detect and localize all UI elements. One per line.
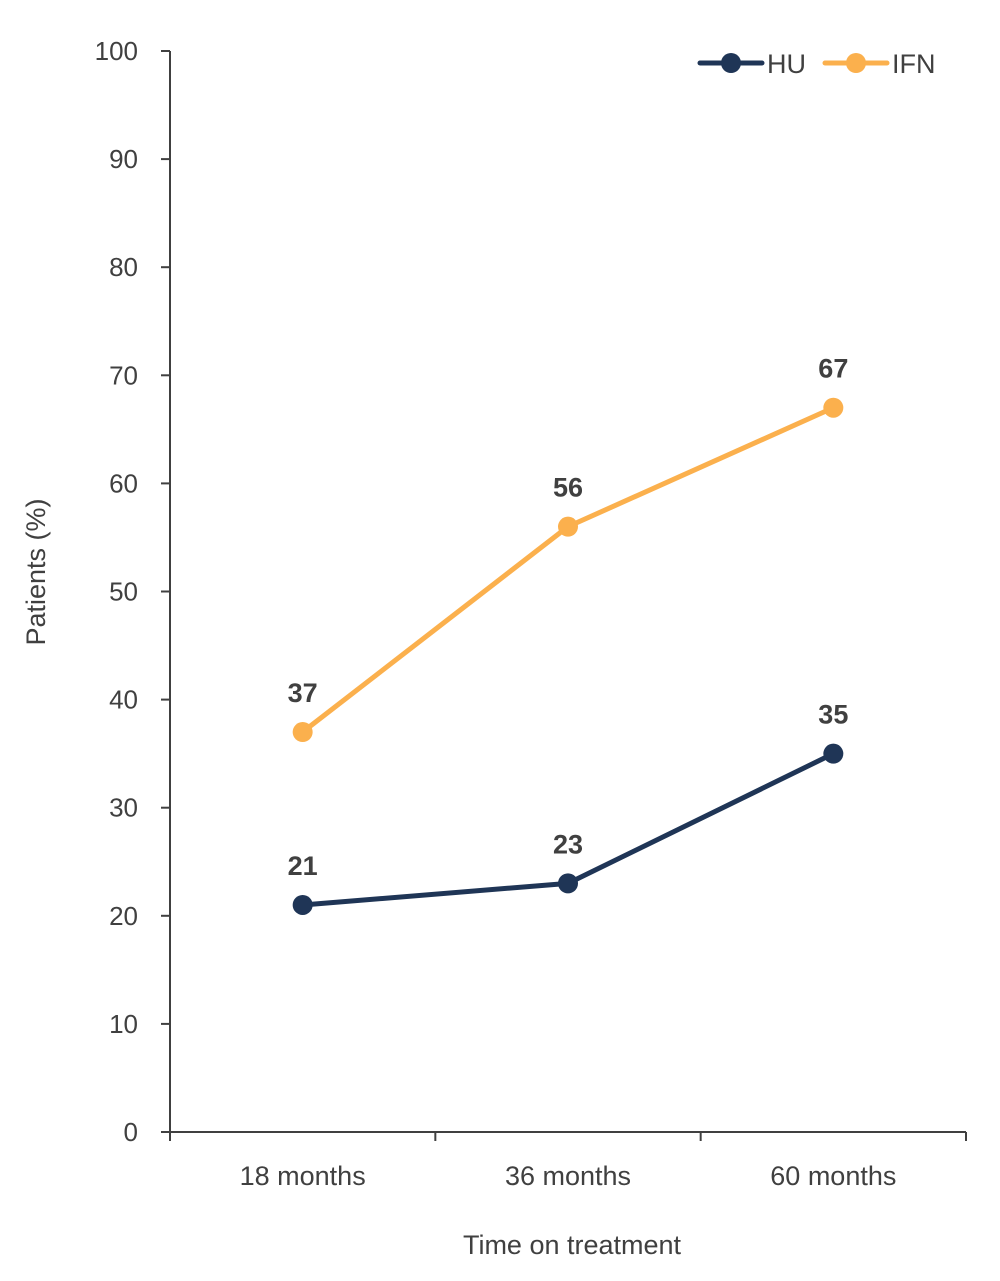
y-tick-label: 40	[109, 685, 138, 715]
data-label: 67	[818, 354, 848, 384]
data-label: 37	[288, 678, 318, 708]
y-tick-label: 30	[109, 793, 138, 823]
y-tick-label: 100	[95, 36, 138, 66]
legend-marker-hu	[721, 53, 741, 73]
y-tick-label: 90	[109, 144, 138, 174]
x-axis-title: Time on treatment	[463, 1230, 682, 1260]
series-line-ifn	[301, 405, 835, 735]
y-tick-label: 50	[109, 577, 138, 607]
data-label: 35	[818, 700, 848, 730]
data-label: 23	[553, 829, 583, 859]
y-tick-label: 0	[124, 1117, 138, 1147]
data-point-ifn	[292, 722, 313, 743]
legend-label: HU	[767, 49, 806, 79]
data-point-hu	[292, 894, 313, 915]
y-tick-label: 80	[109, 252, 138, 282]
data-label: 56	[553, 473, 583, 503]
data-label: 21	[288, 851, 318, 881]
y-tick-label: 10	[109, 1009, 138, 1039]
y-tick-label: 60	[109, 468, 138, 498]
x-tick-label: 18 months	[240, 1161, 366, 1191]
data-point-hu	[558, 873, 578, 894]
x-tick-label: 60 months	[770, 1161, 896, 1191]
legend-label: IFN	[892, 49, 936, 79]
y-axis-title: Patients (%)	[21, 498, 51, 645]
x-tick-label: 36 months	[505, 1161, 631, 1191]
data-point-ifn	[558, 516, 578, 537]
data-point-hu	[823, 743, 844, 764]
legend-marker-ifn	[846, 53, 866, 73]
y-tick-label: 70	[109, 360, 138, 390]
y-tick-label: 20	[109, 901, 138, 931]
data-point-ifn	[823, 397, 844, 418]
